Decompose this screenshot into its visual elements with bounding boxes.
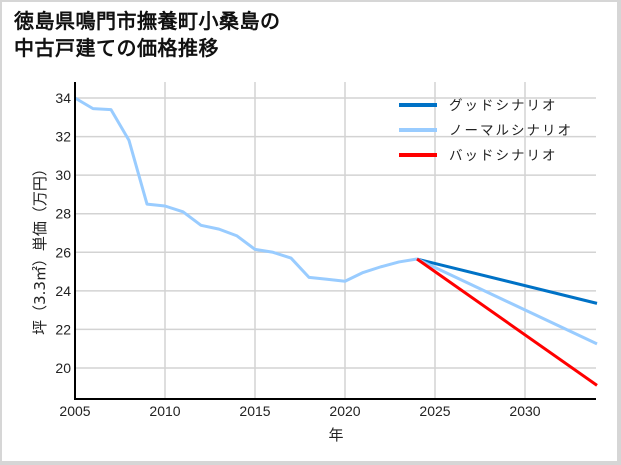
- legend-swatch: [399, 153, 437, 157]
- legend-label: ノーマルシナリオ: [449, 123, 573, 139]
- y-tick-label: 26: [55, 244, 71, 260]
- y-tick-label: 30: [55, 167, 71, 183]
- x-tick-label: 2020: [329, 403, 360, 419]
- y-tick-label: 24: [55, 283, 71, 299]
- y-tick-label: 34: [55, 90, 71, 106]
- legend-swatch: [399, 103, 437, 107]
- y-tick-label: 28: [55, 206, 71, 222]
- x-axis-label: 年: [328, 426, 343, 444]
- legend-label: グッドシナリオ: [449, 98, 558, 114]
- chart-title: 徳島県鳴門市撫養町小桑島の 中古戸建ての価格推移: [14, 8, 281, 62]
- grid-lines: [75, 82, 596, 399]
- series-line: [416, 257, 598, 387]
- y-axis-label: 坪（3.3㎡）単価（万円）: [31, 161, 49, 335]
- series-line: [416, 257, 598, 346]
- y-tick-label: 20: [55, 360, 71, 376]
- x-tick-label: 2010: [149, 403, 180, 419]
- x-tick-label: 2030: [509, 403, 540, 419]
- tick-labels: 2005 2010 2015 2020 2025 2030 20 22 24 26 28 30 32 34: [55, 90, 540, 419]
- x-tick-label: 2015: [239, 403, 270, 419]
- x-tick-label: 2025: [419, 403, 450, 419]
- legend-label: バッドシナリオ: [449, 148, 558, 164]
- chart-title-line1: 徳島県鳴門市撫養町小桑島の: [14, 9, 281, 33]
- y-tick-label: 32: [55, 129, 71, 145]
- y-tick-label: 22: [55, 321, 71, 337]
- chart-title-line2: 中古戸建ての価格推移: [14, 36, 219, 60]
- x-tick-label: 2005: [59, 403, 90, 419]
- series-line: [74, 96, 418, 283]
- legend-swatch: [399, 128, 437, 132]
- axes: [74, 82, 596, 400]
- series-line: [416, 257, 598, 305]
- data-lines: [74, 96, 598, 387]
